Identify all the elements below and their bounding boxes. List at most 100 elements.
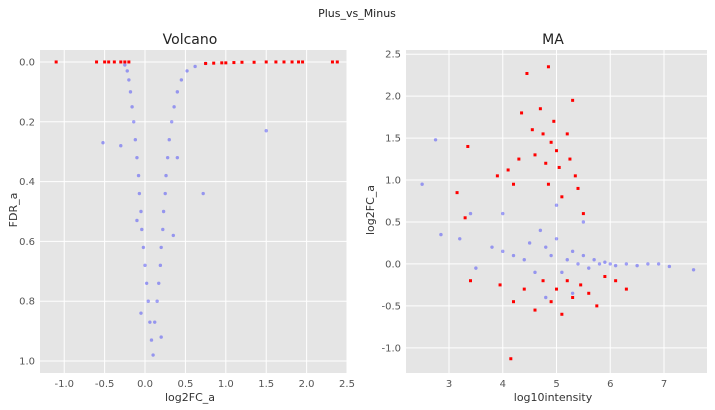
ma-y-tick-label: 2.0	[385, 92, 401, 103]
volcano-point	[146, 299, 150, 303]
volcano-point	[175, 90, 180, 94]
volcano-point	[140, 227, 144, 232]
ma-point	[533, 153, 537, 157]
volcano-point	[212, 61, 216, 65]
ma-point	[597, 262, 602, 266]
volcano-point	[264, 129, 268, 133]
volcano-x-tick-label: 2.0	[299, 379, 315, 390]
volcano-point	[136, 173, 141, 178]
volcano-point	[149, 338, 154, 342]
ma-point	[560, 270, 564, 275]
ma-point	[538, 228, 543, 233]
volcano-point	[130, 105, 134, 109]
ma-point	[613, 263, 618, 268]
volcano-point	[290, 60, 294, 64]
ma-point	[530, 128, 534, 132]
ma-x-axis-label: log10intensity	[514, 391, 593, 404]
ma-point	[554, 237, 559, 241]
volcano-point	[139, 311, 143, 315]
volcano-point	[193, 64, 197, 69]
ma-point	[555, 287, 558, 291]
ma-point	[525, 71, 529, 75]
volcano-y-tick-label: 0.2	[19, 117, 35, 128]
ma-point	[533, 270, 537, 275]
volcano-point	[297, 60, 301, 64]
volcano-point	[159, 245, 163, 250]
volcano-point	[128, 90, 133, 94]
ma-y-tick-label: 1.0	[385, 176, 401, 187]
ma-point	[557, 165, 561, 169]
ma-point	[570, 249, 575, 254]
ma-point	[667, 264, 672, 269]
ma-point	[433, 138, 438, 142]
volcano-point	[220, 61, 224, 65]
volcano-point	[133, 138, 138, 142]
volcano-point	[103, 60, 107, 64]
volcano-point	[135, 155, 139, 160]
ma-point	[463, 216, 467, 220]
ma-point	[570, 291, 575, 295]
ma-y-axis-label: log2FC_a	[364, 185, 377, 235]
ma-point	[495, 174, 499, 178]
ma-x-tick-label: 3	[446, 379, 452, 390]
volcano-point	[123, 63, 127, 67]
volcano-point	[169, 120, 174, 124]
ma-point	[581, 253, 586, 258]
ma-point	[560, 312, 564, 316]
ma-point	[533, 308, 537, 312]
figure-suptitle: Plus_vs_Minus	[318, 7, 396, 20]
ma-point	[554, 203, 559, 207]
volcano-point	[163, 191, 167, 196]
ma-point	[603, 260, 607, 264]
ma-point	[509, 357, 513, 361]
volcano-point	[144, 281, 149, 285]
ma-y-tick-label: 2.5	[385, 50, 401, 61]
ma-point	[573, 174, 577, 178]
ma-x-tick-label: 5	[553, 379, 559, 390]
ma-point	[576, 186, 580, 190]
volcano-x-tick-label: 1.5	[258, 379, 274, 390]
ma-point	[512, 300, 515, 304]
ma-point	[579, 283, 583, 287]
ma-point	[624, 287, 628, 291]
volcano-point	[172, 105, 176, 109]
ma-point	[576, 262, 580, 266]
volcano-x-tick-label: 0.5	[177, 379, 193, 390]
volcano-point	[158, 263, 163, 268]
volcano-point	[167, 138, 171, 142]
ma-point	[506, 168, 510, 172]
volcano-y-tick-label: 1.0	[19, 357, 35, 368]
ma-point	[420, 182, 424, 186]
volcano-panel: Volcano log2FC_a FDR_a -1.0 -0.5 0.0 0.5 1.0…	[7, 32, 355, 404]
volcano-point	[232, 61, 236, 65]
ma-point	[635, 263, 639, 268]
volcano-point	[185, 69, 189, 73]
volcano-point	[161, 209, 166, 214]
volcano-x-axis-label: log2FC_a	[165, 391, 215, 404]
volcano-point	[335, 60, 339, 64]
ma-point	[581, 212, 585, 216]
ma-x-tick-label: 4	[500, 379, 506, 390]
volcano-series-nonsignificant	[101, 61, 268, 357]
volcano-y-axis-label: FDR_a	[7, 193, 20, 228]
ma-y-tick-label: 0.0	[385, 259, 401, 270]
ma-point	[587, 266, 591, 270]
volcano-point	[137, 191, 142, 196]
volcano-point	[127, 60, 131, 64]
ma-point	[608, 262, 612, 266]
ma-point	[568, 157, 572, 161]
volcano-point	[153, 320, 157, 324]
volcano-title: Volcano	[163, 32, 218, 48]
ma-point	[541, 132, 545, 136]
ma-point	[565, 258, 569, 262]
volcano-point	[175, 155, 180, 160]
ma-title: MA	[542, 32, 564, 48]
ma-grid	[406, 50, 707, 373]
volcano-point	[95, 60, 99, 64]
volcano-point	[240, 60, 244, 64]
volcano-point	[155, 299, 159, 303]
ma-point	[490, 245, 494, 249]
ma-point	[544, 161, 548, 165]
volcano-point	[274, 60, 278, 64]
